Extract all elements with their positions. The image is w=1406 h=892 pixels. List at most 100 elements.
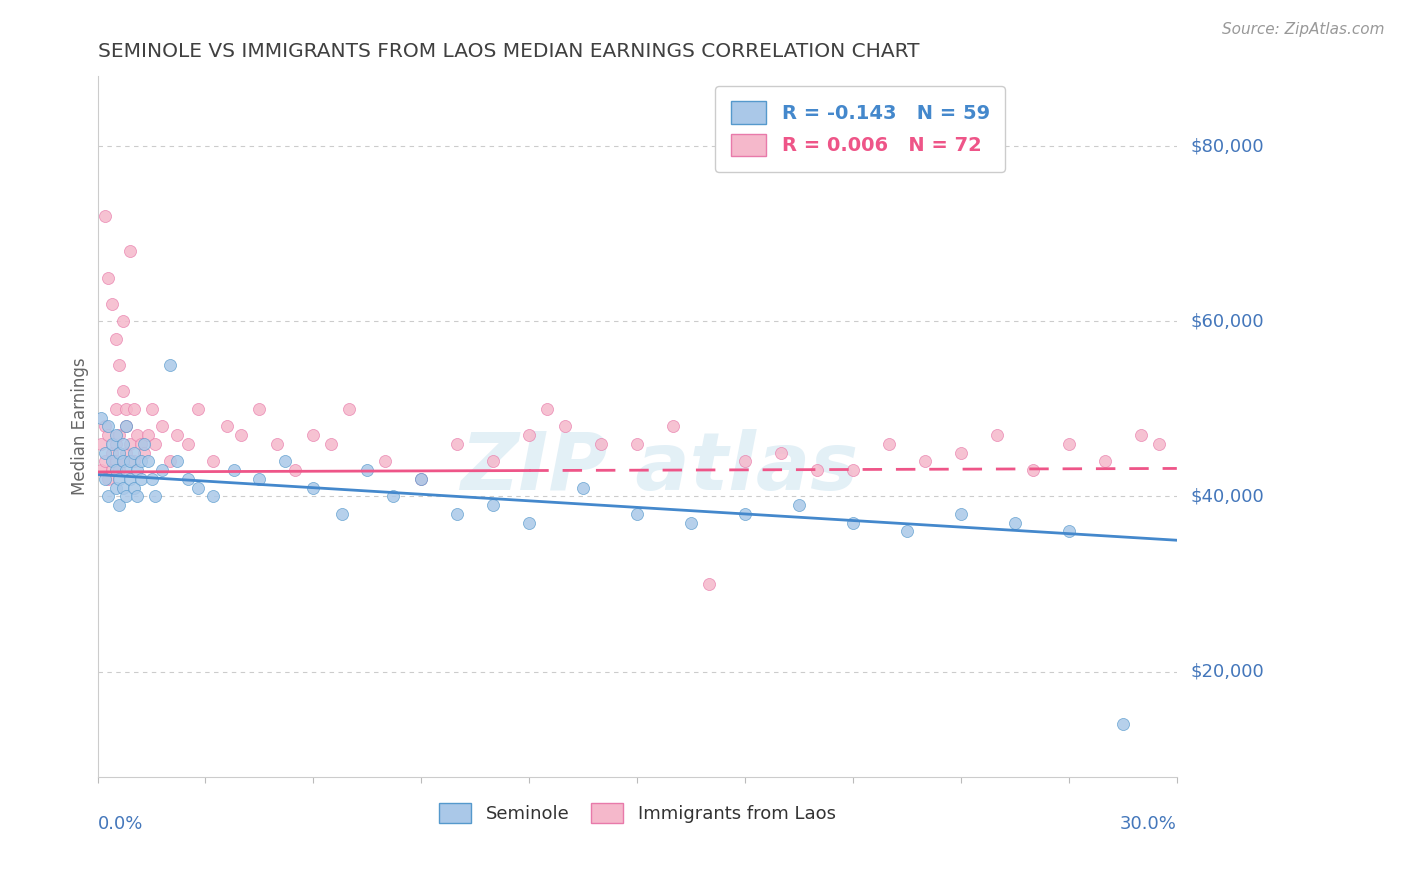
Point [136,454,159,468]
Point [134,445,156,459]
Point [141,401,163,416]
Point [734,507,756,521]
Point [411,472,433,486]
Point [896,524,918,539]
Point [273,454,295,468]
Text: $40,000: $40,000 [1191,487,1264,506]
Point [806,463,828,477]
Point [662,419,685,434]
Point [536,401,558,416]
Y-axis label: Median Earnings: Median Earnings [72,358,89,495]
Point [94,454,117,468]
Text: SEMINOLE VS IMMIGRANTS FROM LAOS MEDIAN EARNINGS CORRELATION CHART: SEMINOLE VS IMMIGRANTS FROM LAOS MEDIAN … [97,42,920,61]
Point [108,463,131,477]
Point [734,454,756,468]
Point [127,490,149,504]
Point [482,454,505,468]
Text: $60,000: $60,000 [1191,312,1264,330]
Point [626,507,648,521]
Point [949,507,972,521]
Point [517,428,540,442]
Point [141,472,163,486]
Point [842,463,865,477]
Point [201,490,224,504]
Point [111,437,134,451]
Point [356,463,378,477]
Point [176,437,198,451]
Point [176,472,198,486]
Point [111,314,134,328]
Point [101,437,124,451]
Point [187,401,209,416]
Point [201,454,224,468]
Point [877,437,900,451]
Point [115,419,138,434]
Legend: Seminole, Immigrants from Laos: Seminole, Immigrants from Laos [432,796,844,830]
Point [118,472,141,486]
Point [129,472,152,486]
Point [115,490,138,504]
Point [159,358,181,372]
Point [104,428,127,442]
Point [111,454,134,468]
Point [127,463,149,477]
Point [482,498,505,512]
Point [411,472,433,486]
Point [381,490,404,504]
Point [104,481,127,495]
Point [284,463,307,477]
Point [108,445,131,459]
Point [339,401,361,416]
Text: 0.0%: 0.0% [97,815,143,833]
Point [770,445,793,459]
Point [97,270,120,285]
Point [1022,463,1045,477]
Point [166,454,188,468]
Point [1147,437,1170,451]
Point [626,437,648,451]
Point [115,445,138,459]
Text: Source: ZipAtlas.com: Source: ZipAtlas.com [1222,22,1385,37]
Point [842,516,865,530]
Text: ZIP atlas: ZIP atlas [460,429,858,508]
Point [111,454,134,468]
Point [134,437,156,451]
Point [787,498,810,512]
Point [129,437,152,451]
Point [266,437,288,451]
Point [374,454,396,468]
Point [914,454,936,468]
Point [122,481,145,495]
Point [1004,516,1026,530]
Point [697,577,720,591]
Point [681,516,703,530]
Point [104,463,127,477]
Point [104,332,127,346]
Point [94,209,117,223]
Point [330,507,353,521]
Point [108,498,131,512]
Point [446,507,468,521]
Point [104,437,127,451]
Point [143,490,166,504]
Point [101,463,124,477]
Point [1094,454,1116,468]
Point [1129,428,1152,442]
Point [517,516,540,530]
Point [224,463,246,477]
Point [129,454,152,468]
Point [118,437,141,451]
Text: $80,000: $80,000 [1191,137,1264,155]
Point [111,481,134,495]
Point [122,445,145,459]
Point [90,463,112,477]
Point [94,472,117,486]
Point [446,437,468,451]
Point [108,472,131,486]
Point [104,401,127,416]
Point [150,419,173,434]
Point [127,428,149,442]
Point [572,481,595,495]
Point [159,454,181,468]
Point [90,410,112,425]
